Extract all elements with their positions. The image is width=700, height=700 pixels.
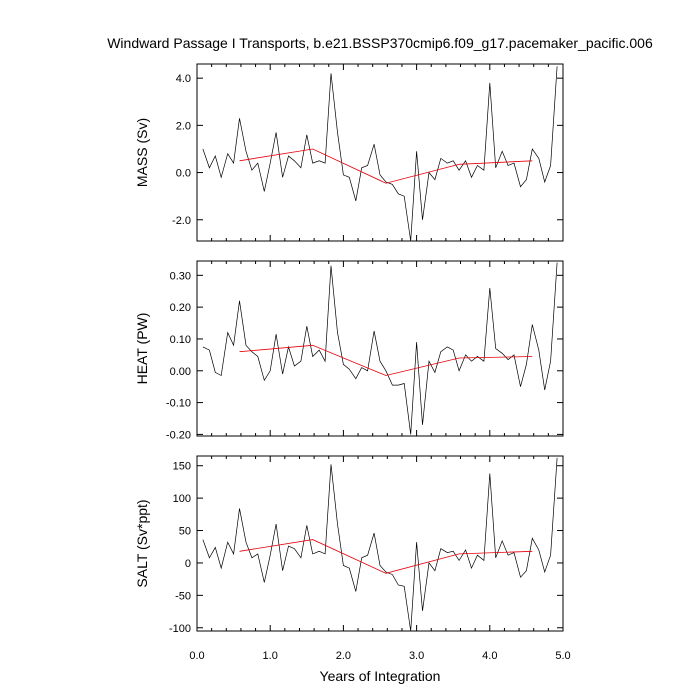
mass-ytick-label: 4.0 — [176, 73, 191, 85]
chart-title: Windward Passage I Transports, b.e21.BSS… — [107, 35, 653, 51]
salt-monthly-line — [202, 457, 558, 632]
heat-panel: -0.20 -0.10 0.00 0.10 0.20 0.30 HEAT (PW) — [134, 260, 564, 441]
mass-ytick-label: -2.0 — [172, 215, 191, 227]
heat-y-axis-label: HEAT (PW) — [134, 313, 150, 385]
x-axis-label: Years of Integration — [320, 668, 441, 684]
mass-panel: -2.0 0.0 2.0 4.0 MASS (Sv) — [134, 63, 564, 242]
salt-xtick-label: 5.0 — [555, 650, 570, 662]
salt-ytick-label: 0 — [185, 558, 191, 570]
heat-plot-frame — [196, 260, 564, 437]
salt-xtick-label: 1.0 — [263, 650, 278, 662]
heat-annual-mean-line — [239, 344, 533, 376]
heat-ytick-label: -0.10 — [166, 398, 191, 410]
salt-xtick-label: 3.0 — [409, 650, 424, 662]
heat-monthly-line — [202, 262, 558, 435]
heat-ytick-label: 0.20 — [170, 302, 191, 314]
salt-y-axis-label: SALT (Sv*ppt) — [134, 499, 150, 587]
salt-ytick-label: -50 — [175, 590, 191, 602]
salt-panel: -100 -50 0 50 100 150 0.0 1.0 2.0 3.0 4.0 5.0 SALT (… — [134, 455, 571, 662]
heat-ytick-label: 0.30 — [170, 270, 191, 282]
salt-xtick-label: 4.0 — [482, 650, 497, 662]
salt-annual-mean-line — [239, 539, 533, 574]
mass-plot-frame — [196, 63, 564, 242]
mass-annual-mean-line — [239, 148, 533, 184]
heat-ytick-label: 0.00 — [170, 366, 191, 378]
heat-ytick-label: 0.10 — [170, 334, 191, 346]
mass-monthly-line — [202, 66, 558, 242]
heat-ytick-label: -0.20 — [166, 429, 191, 441]
salt-ytick-label: -100 — [169, 623, 191, 635]
salt-ytick-label: 100 — [173, 493, 191, 505]
mass-y-axis-label: MASS (Sv) — [134, 118, 150, 187]
salt-ytick-label: 150 — [173, 461, 191, 473]
mass-ytick-label: 2.0 — [176, 120, 191, 132]
salt-xtick-label: 2.0 — [336, 650, 351, 662]
salt-plot-frame — [196, 455, 564, 632]
salt-xtick-label: 0.0 — [189, 650, 204, 662]
salt-ytick-label: 50 — [179, 526, 191, 538]
mass-ytick-label: 0.0 — [176, 168, 191, 180]
